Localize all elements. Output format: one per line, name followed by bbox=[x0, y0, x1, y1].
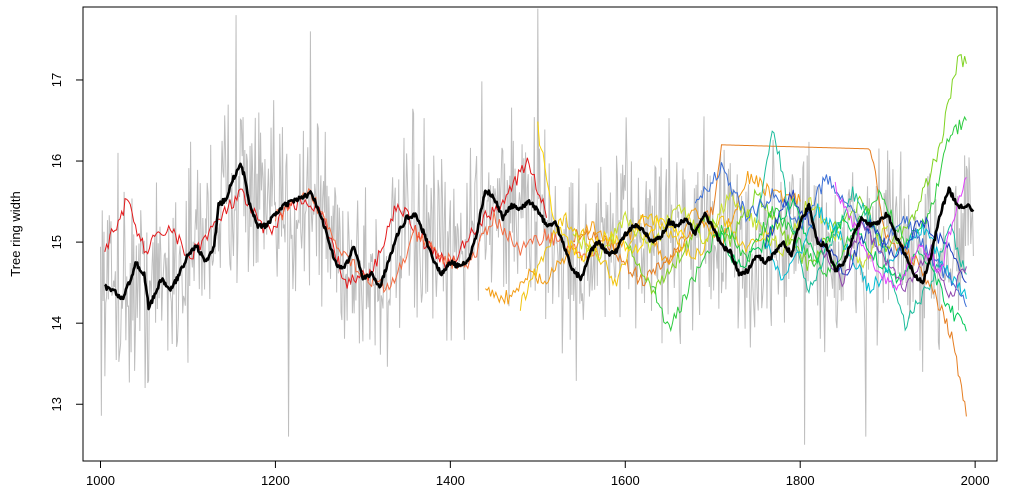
series-line-12 bbox=[764, 203, 967, 299]
x-tick-label-1200: 1200 bbox=[261, 473, 290, 488]
series-line-15 bbox=[817, 219, 967, 299]
x-tick-label-1600: 1600 bbox=[611, 473, 640, 488]
series-line-8 bbox=[624, 54, 967, 295]
y-tick-label-13: 13 bbox=[49, 397, 64, 411]
mean-series-line bbox=[104, 162, 975, 311]
y-axis-label: Tree ring width bbox=[8, 191, 23, 277]
background-series bbox=[99, 8, 974, 445]
x-tick-label-1000: 1000 bbox=[86, 473, 115, 488]
y-axis: 13 14 15 16 17 bbox=[49, 73, 84, 411]
x-axis: 1000 1200 1400 1600 1800 2000 bbox=[86, 460, 990, 488]
x-tick-label-1800: 1800 bbox=[786, 473, 815, 488]
series-line-4 bbox=[484, 170, 801, 305]
series-line-11 bbox=[755, 130, 967, 332]
colored-series-group bbox=[104, 54, 967, 417]
y-tick-label-17: 17 bbox=[49, 73, 64, 87]
background-series-line bbox=[99, 8, 974, 445]
series-line-3 bbox=[572, 144, 967, 417]
x-tick-label-2000: 2000 bbox=[961, 473, 990, 488]
series-line-7 bbox=[572, 192, 889, 269]
series-line-2 bbox=[274, 187, 600, 294]
x-tick-label-1400: 1400 bbox=[436, 473, 465, 488]
series-line-1 bbox=[104, 157, 548, 289]
y-tick-label-16: 16 bbox=[49, 154, 64, 168]
series-line-14 bbox=[764, 189, 967, 284]
series-line-9 bbox=[651, 115, 967, 333]
y-tick-label-15: 15 bbox=[49, 235, 64, 249]
series-line-6 bbox=[537, 121, 687, 263]
y-tick-label-14: 14 bbox=[49, 316, 64, 330]
mean-series bbox=[104, 162, 975, 311]
series-line-13 bbox=[694, 162, 967, 308]
